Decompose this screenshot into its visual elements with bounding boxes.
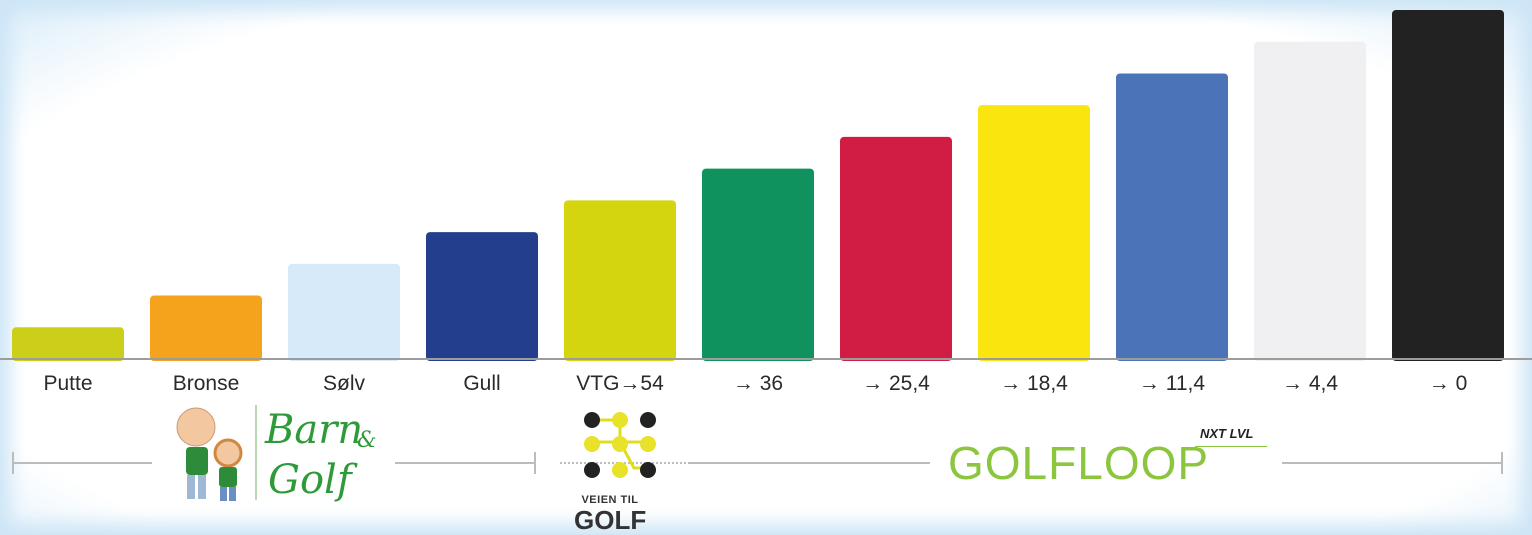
nxt-lvl-underline	[1195, 446, 1267, 447]
bar-8	[978, 105, 1090, 361]
bar-3	[288, 263, 400, 361]
bracket-right-line	[690, 462, 930, 464]
bracket-mid-tick	[534, 452, 536, 474]
veien-golf-label: GOLF	[574, 505, 647, 535]
category-label: → 11,4	[1139, 372, 1205, 395]
category-label: Gull	[463, 372, 500, 395]
category-label: → 36	[733, 372, 783, 395]
category-label: → 0	[1429, 372, 1468, 395]
bracket-left-line-2	[395, 462, 535, 464]
category-label: → 18,4	[1000, 372, 1068, 395]
barn-golf-logo-text: Barn	[265, 407, 364, 453]
nxt-lvl-label: NXT LVL	[1200, 426, 1254, 441]
golfloop-logo: GOLFLOOP	[948, 437, 1210, 489]
bar-10	[1254, 41, 1366, 362]
bar-7	[840, 136, 952, 361]
barn-golf-logo-text-2: Golf	[268, 457, 352, 503]
veien-til-golf-icon	[584, 412, 656, 478]
bracket-end-tick	[1501, 452, 1503, 474]
dotted-connector	[560, 462, 690, 464]
bar-1	[12, 327, 124, 361]
bracket-left-line	[12, 462, 152, 464]
category-label: Bronse	[173, 372, 240, 395]
bar-4	[426, 232, 538, 361]
bar-6	[702, 168, 814, 361]
category-label: → 4,4	[1282, 372, 1338, 395]
bar-9	[1116, 73, 1228, 362]
barn-golf-logo-amp: &	[357, 428, 377, 453]
bar-2	[150, 295, 262, 361]
barn-golf-figures-icon	[176, 407, 243, 501]
bar-11	[1392, 10, 1504, 361]
barn-golf-separator	[255, 405, 257, 500]
veien-til-label: VEIEN TIL	[581, 494, 639, 506]
category-label: VTG→54	[576, 372, 664, 395]
category-label: Sølv	[323, 372, 366, 395]
bracket-right-line-2	[1282, 462, 1502, 464]
bar-5	[564, 200, 676, 361]
category-label: → 25,4	[862, 372, 930, 395]
bar-chart: Putte Bronse Sølv Gull VTG→54 → 36 → 25,4 → 18,…	[0, 10, 1532, 395]
category-label: Putte	[43, 372, 92, 395]
